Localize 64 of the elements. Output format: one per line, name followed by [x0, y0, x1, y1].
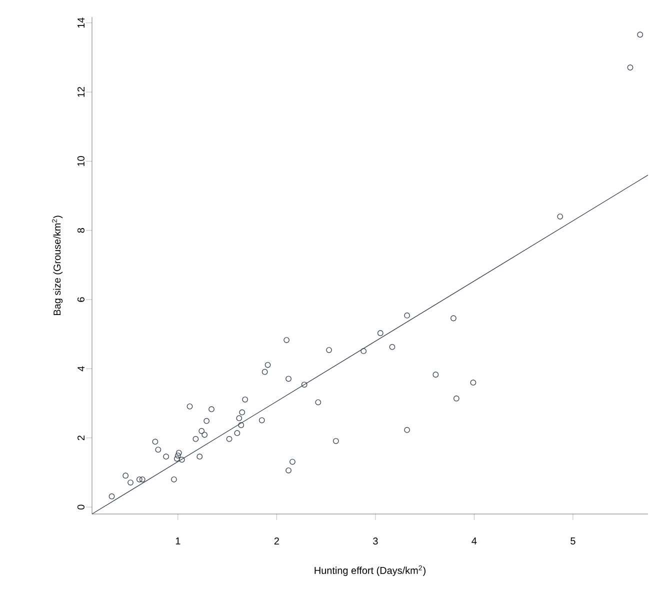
- point: [315, 399, 322, 406]
- point: [404, 312, 410, 318]
- point: [404, 427, 410, 433]
- point: [264, 362, 271, 368]
- point: [171, 476, 177, 482]
- y-axis-title: Bag size (Grouse/km$^{2}$): [52, 216, 63, 316]
- point: [178, 456, 185, 463]
- point: [258, 417, 265, 424]
- point: [239, 409, 246, 416]
- point: [389, 344, 396, 350]
- point: [163, 454, 170, 460]
- y-tick-label: 14: [78, 18, 84, 28]
- point: [226, 436, 232, 442]
- point: [284, 337, 290, 343]
- y-tick-label: 2: [78, 436, 84, 440]
- y-tick-label: 8: [77, 228, 84, 233]
- point: [186, 403, 193, 410]
- x-axis-title: Hunting effort (Days/km$^{2}$): [314, 565, 426, 576]
- point: [155, 446, 162, 453]
- x-tick-label: 5: [570, 538, 576, 544]
- point: [557, 214, 564, 220]
- point: [286, 467, 292, 474]
- point: [377, 330, 384, 336]
- point: [128, 480, 134, 486]
- point: [432, 372, 439, 378]
- point: [236, 415, 242, 422]
- point: [204, 418, 210, 424]
- point: [139, 476, 146, 482]
- y-tick-label: 0: [77, 504, 84, 510]
- y-tick-label: 6: [77, 297, 84, 302]
- point: [242, 396, 248, 402]
- point: [290, 458, 296, 465]
- x-tick-label: 4: [472, 538, 477, 544]
- point: [360, 348, 367, 354]
- y-tick-label: 4: [78, 366, 84, 372]
- point: [198, 428, 205, 434]
- point: [208, 406, 214, 412]
- point: [176, 450, 182, 456]
- point: [174, 456, 180, 462]
- point: [627, 64, 634, 70]
- point: [301, 382, 308, 388]
- x-tick-label: 2: [274, 538, 279, 544]
- point: [196, 454, 203, 460]
- y-tick-label: 12: [78, 87, 84, 97]
- point: [453, 396, 460, 402]
- point: [286, 376, 292, 382]
- point: [332, 438, 339, 444]
- y-tick-label: 10: [77, 156, 84, 166]
- point: [470, 380, 476, 386]
- point: [122, 472, 129, 479]
- point: [262, 368, 268, 375]
- point: [326, 347, 332, 354]
- point: [192, 436, 199, 442]
- point: [238, 422, 244, 428]
- point: [234, 430, 240, 436]
- x-tick-label: 1: [176, 538, 180, 544]
- point: [637, 32, 644, 38]
- point: [202, 432, 208, 438]
- point: [152, 438, 158, 445]
- point: [136, 476, 142, 482]
- point: [174, 452, 181, 458]
- x-tick-label: 3: [373, 538, 378, 545]
- point: [450, 315, 456, 322]
- point: [108, 493, 115, 500]
